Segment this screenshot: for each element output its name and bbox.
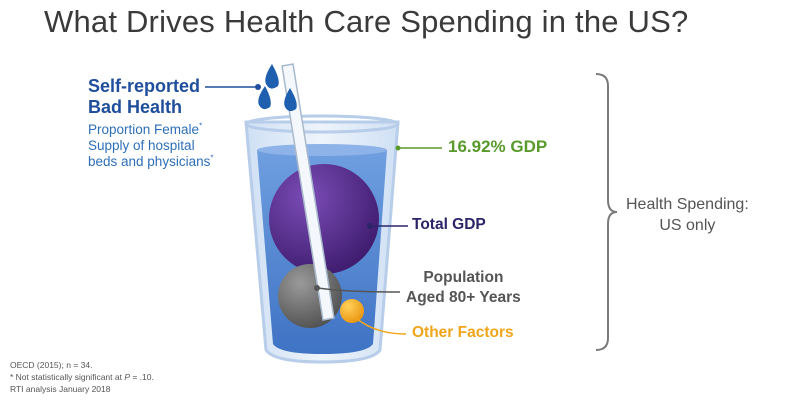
bad-health-line1: Self-reported — [88, 76, 201, 96]
driver-item: Supply of hospital — [88, 138, 195, 153]
population-line1: Population — [423, 269, 504, 286]
page-title: What Drives Health Care Spending in the … — [44, 4, 689, 39]
bad-health-line2: Bad Health — [88, 97, 183, 117]
total-gdp-label: Total GDP — [412, 216, 486, 233]
population-line2: Aged 80+ Years — [406, 289, 521, 306]
health-spending-label: Health Spending: US only — [626, 194, 749, 236]
footnote-significance: * Not statistically significant at P = .… — [10, 372, 154, 382]
straw-icon — [281, 63, 335, 321]
footnote-analysis: RTI analysis January 2018 — [10, 384, 111, 394]
total-gdp-ball — [269, 164, 379, 274]
other-factors-ball — [340, 299, 364, 323]
bracket-icon — [595, 73, 618, 351]
other-factors-label: Other Factors — [412, 324, 514, 341]
glass-rim — [244, 114, 400, 134]
bad-health-label: Self-reported Bad Health — [88, 76, 200, 118]
health-spending-line1: Health Spending: — [626, 196, 749, 213]
driver-item: Proportion Female* — [88, 121, 203, 137]
water-surface — [257, 144, 387, 156]
water-drops-icon — [258, 64, 297, 112]
population-label: Population Aged 80+ Years — [406, 268, 521, 308]
leader-lines — [205, 84, 442, 335]
driver-list: Proportion Female* Supply of hospital be… — [88, 122, 213, 170]
driver-item: beds and physicians* — [88, 153, 214, 169]
footnote-source: OECD (2015); n = 34. — [10, 360, 93, 370]
gdp-percent-label: 16.92% GDP — [448, 137, 548, 156]
health-spending-line2: US only — [659, 217, 716, 234]
footnotes: OECD (2015); n = 34. * Not statistically… — [10, 359, 154, 395]
